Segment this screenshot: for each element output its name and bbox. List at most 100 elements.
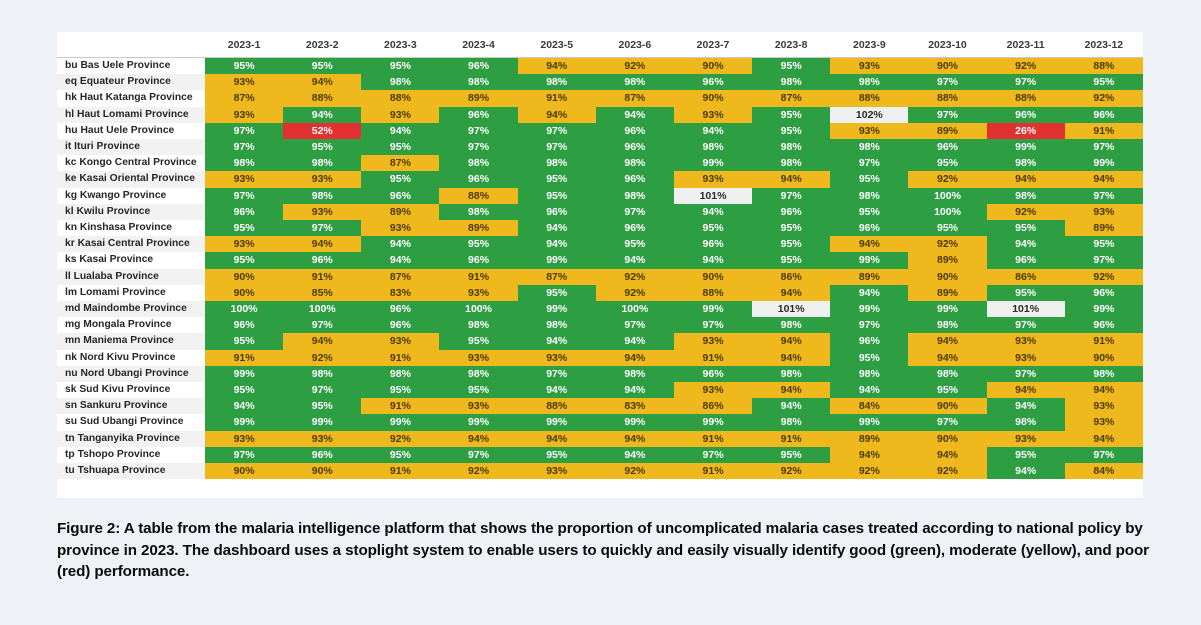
stoplight-cell[interactable]: 88% (673, 284, 753, 302)
stoplight-cell[interactable]: 94% (283, 333, 362, 350)
stoplight-cell[interactable]: 93% (205, 236, 284, 253)
stoplight-cell[interactable]: 93% (439, 284, 518, 302)
stoplight-cell[interactable]: 96% (439, 106, 518, 123)
row-label-province[interactable]: it Ituri Province (57, 139, 206, 156)
column-header-2023-11[interactable]: 2023-11 (986, 32, 1065, 58)
stoplight-cell[interactable]: 96% (205, 203, 284, 221)
stoplight-cell[interactable]: 97% (517, 139, 596, 156)
stoplight-cell[interactable]: 98% (986, 155, 1065, 172)
stoplight-cell[interactable]: 97% (908, 414, 987, 431)
stoplight-cell[interactable]: 93% (283, 171, 362, 188)
stoplight-cell[interactable]: 94% (1064, 430, 1143, 447)
stoplight-cell[interactable]: 96% (673, 236, 753, 253)
stoplight-cell[interactable]: 92% (908, 463, 987, 480)
stoplight-cell[interactable]: 98% (283, 365, 362, 383)
stoplight-cell[interactable]: 98% (517, 74, 596, 91)
stoplight-cell[interactable]: 99% (1064, 301, 1143, 318)
row-label-province[interactable]: nk Nord Kivu Province (57, 349, 206, 366)
stoplight-cell[interactable]: 91% (673, 349, 753, 366)
stoplight-cell[interactable]: 99% (673, 155, 753, 172)
stoplight-cell[interactable]: 98% (361, 74, 440, 91)
stoplight-cell[interactable]: 95% (1064, 74, 1143, 91)
stoplight-cell[interactable]: 97% (205, 122, 284, 140)
stoplight-cell[interactable]: 95% (517, 446, 596, 464)
stoplight-cell[interactable]: 97% (595, 317, 674, 334)
stoplight-cell[interactable]: 95% (986, 284, 1065, 302)
stoplight-cell[interactable]: 99% (439, 414, 518, 431)
row-label-province[interactable]: sn Sankuru Province (57, 398, 206, 415)
stoplight-cell[interactable]: 97% (517, 365, 596, 383)
stoplight-cell[interactable]: 91% (673, 463, 753, 480)
stoplight-cell[interactable]: 97% (595, 203, 674, 221)
stoplight-cell[interactable]: 98% (752, 139, 831, 156)
stoplight-cell[interactable]: 93% (986, 349, 1065, 366)
stoplight-cell[interactable]: 91% (361, 398, 440, 415)
row-label-province[interactable]: kl Kwilu Province (57, 203, 206, 221)
stoplight-cell[interactable]: 26% (986, 122, 1065, 140)
row-label-province[interactable]: kg Kwango Province (57, 187, 206, 204)
stoplight-cell[interactable]: 98% (673, 139, 753, 156)
row-label-province[interactable]: tp Tshopo Province (57, 446, 206, 464)
stoplight-cell[interactable]: 99% (283, 414, 362, 431)
row-label-province[interactable]: kn Kinshasa Province (57, 220, 206, 237)
stoplight-cell[interactable]: 95% (439, 382, 518, 399)
stoplight-cell[interactable]: 96% (1064, 106, 1143, 123)
stoplight-cell[interactable]: 95% (205, 220, 284, 237)
row-label-province[interactable]: su Sud Ubangi Province (57, 414, 206, 431)
stoplight-cell[interactable]: 96% (752, 203, 831, 221)
stoplight-cell[interactable]: 95% (283, 398, 362, 415)
row-label-province[interactable]: lm Lomami Province (57, 284, 206, 302)
stoplight-cell[interactable]: 98% (205, 155, 284, 172)
stoplight-cell[interactable]: 87% (205, 90, 284, 107)
stoplight-cell[interactable]: 94% (830, 236, 909, 253)
stoplight-cell[interactable]: 87% (517, 268, 596, 285)
stoplight-cell[interactable]: 95% (205, 57, 284, 75)
column-header-2023-2[interactable]: 2023-2 (283, 32, 362, 58)
stoplight-cell[interactable]: 96% (986, 252, 1065, 269)
stoplight-cell[interactable]: 94% (517, 236, 596, 253)
stoplight-cell[interactable]: 92% (439, 463, 518, 480)
stoplight-cell[interactable]: 94% (517, 430, 596, 447)
stoplight-cell[interactable]: 95% (361, 139, 440, 156)
stoplight-cell[interactable]: 93% (439, 349, 518, 366)
stoplight-cell[interactable]: 96% (361, 317, 440, 334)
stoplight-cell[interactable]: 100% (908, 187, 987, 204)
stoplight-cell[interactable]: 101% (673, 187, 753, 204)
stoplight-cell[interactable]: 94% (908, 333, 987, 350)
stoplight-cell[interactable]: 98% (986, 414, 1065, 431)
stoplight-cell[interactable]: 95% (205, 252, 284, 269)
stoplight-cell[interactable]: 89% (439, 90, 518, 107)
stoplight-cell[interactable]: 86% (986, 268, 1065, 285)
column-header-2023-8[interactable]: 2023-8 (752, 32, 831, 58)
stoplight-cell[interactable]: 96% (673, 74, 753, 91)
stoplight-cell[interactable]: 97% (673, 317, 753, 334)
stoplight-cell[interactable]: 98% (595, 74, 674, 91)
stoplight-cell[interactable]: 95% (361, 382, 440, 399)
stoplight-cell[interactable]: 88% (830, 90, 909, 107)
stoplight-cell[interactable]: 95% (361, 57, 440, 75)
stoplight-cell[interactable]: 97% (205, 446, 284, 464)
stoplight-cell[interactable]: 93% (205, 74, 284, 91)
stoplight-cell[interactable]: 92% (986, 203, 1065, 221)
stoplight-cell[interactable]: 99% (517, 414, 596, 431)
column-header-2023-5[interactable]: 2023-5 (517, 32, 596, 58)
stoplight-cell[interactable]: 97% (1064, 252, 1143, 269)
stoplight-cell[interactable]: 96% (595, 139, 674, 156)
stoplight-cell[interactable]: 94% (439, 430, 518, 447)
stoplight-cell[interactable]: 97% (908, 74, 987, 91)
stoplight-cell[interactable]: 84% (830, 398, 909, 415)
stoplight-cell[interactable]: 94% (517, 333, 596, 350)
stoplight-cell[interactable]: 96% (283, 252, 362, 269)
stoplight-cell[interactable]: 90% (908, 398, 987, 415)
stoplight-cell[interactable]: 97% (205, 139, 284, 156)
stoplight-cell[interactable]: 94% (752, 284, 831, 302)
stoplight-cell[interactable]: 95% (752, 122, 831, 140)
stoplight-cell[interactable]: 95% (361, 446, 440, 464)
stoplight-cell[interactable]: 97% (283, 220, 362, 237)
stoplight-cell[interactable]: 92% (595, 57, 674, 75)
stoplight-cell[interactable]: 93% (673, 171, 753, 188)
stoplight-cell[interactable]: 96% (439, 57, 518, 75)
stoplight-cell[interactable]: 91% (361, 349, 440, 366)
row-label-province[interactable]: eq Equateur Province (57, 74, 206, 91)
stoplight-cell[interactable]: 99% (1064, 155, 1143, 172)
